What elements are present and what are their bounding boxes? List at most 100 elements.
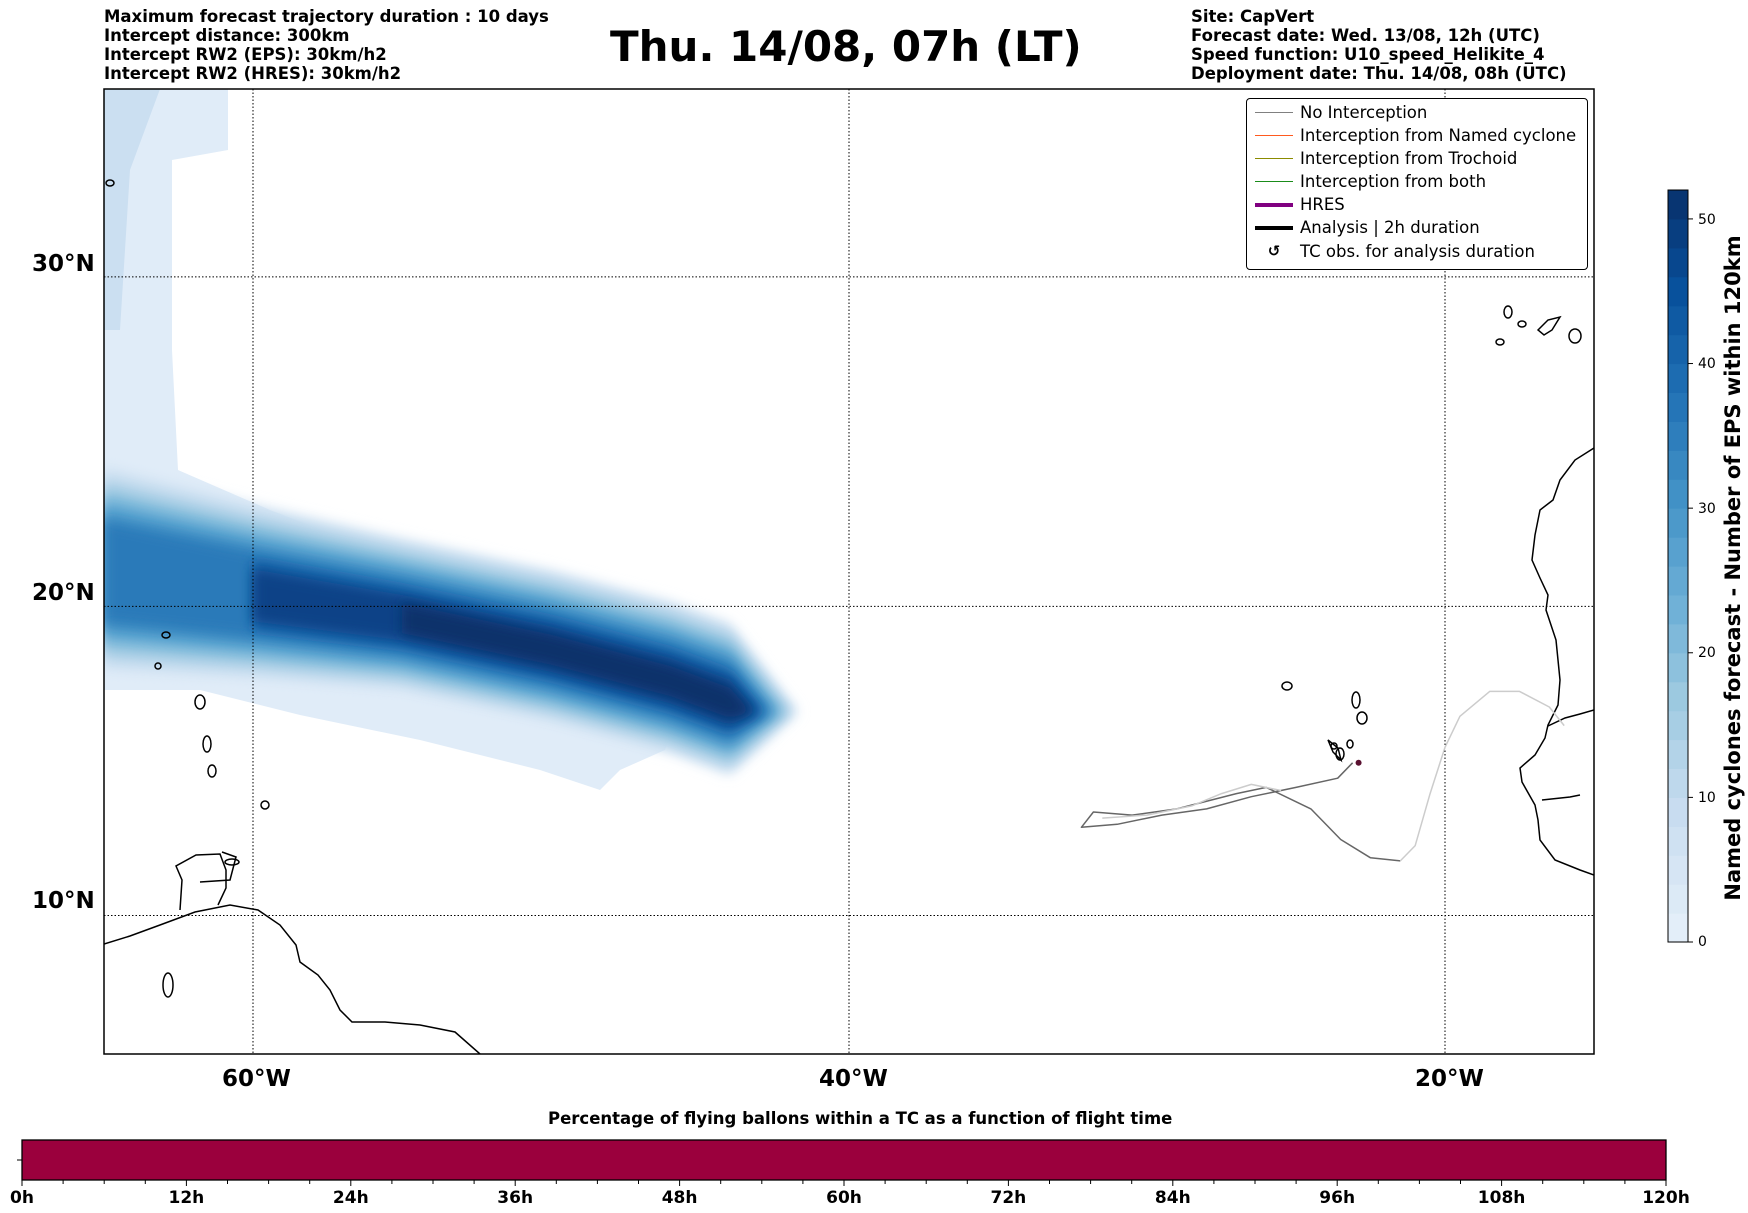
legend-label: Interception from Named cyclone	[1300, 126, 1577, 145]
forecast-date-text: Forecast date: Wed. 13/08, 12h (UTC)	[1191, 26, 1540, 45]
island	[1495, 338, 1505, 346]
island	[224, 858, 240, 866]
colorbar-segment	[1668, 623, 1688, 654]
trajectory-line	[1102, 783, 1282, 819]
colorbar-segment	[1668, 305, 1688, 336]
bar-tick-label: 0h	[10, 1188, 34, 1208]
map-frame	[103, 88, 1595, 1055]
cyclone-icon: ↺	[1267, 242, 1281, 260]
colorbar-frame	[1667, 189, 1689, 943]
colorbar-segment	[1668, 681, 1688, 712]
colorbar-segment	[1668, 826, 1688, 856]
legend-label: Interception from Trochoid	[1300, 149, 1518, 168]
trajectory-line	[1399, 690, 1565, 862]
legend-item-both: Interception from both	[1247, 170, 1587, 193]
bar-tick-label: 108h	[1477, 1188, 1526, 1208]
coastline-segment	[175, 853, 227, 911]
colorbar-segment	[1668, 190, 1688, 220]
legend-label: Interception from both	[1300, 172, 1487, 191]
colorbar-tick-label: 40	[1698, 356, 1716, 372]
colorbar-segment	[1668, 247, 1688, 278]
density-level-north	[104, 89, 160, 330]
legend-swatch-black-line	[1255, 226, 1293, 230]
lat-label-30n: 30°N	[32, 251, 95, 277]
colorbar-segment	[1668, 421, 1688, 451]
colorbar-tick-label: 30	[1698, 501, 1716, 517]
site-marker	[1355, 759, 1362, 766]
colorbar-segment	[1668, 652, 1688, 683]
colorbar-segment	[1668, 363, 1688, 393]
speed-function-text: Speed function: U10_speed_Helikite_4	[1191, 45, 1545, 64]
island	[154, 662, 162, 670]
colorbar-segment	[1668, 450, 1688, 480]
colorbar-segment	[1668, 392, 1688, 422]
coastline-segment	[1541, 794, 1581, 801]
coastline-segment	[104, 904, 481, 1054]
bar-tick-label: 24h	[332, 1188, 369, 1208]
deployment-date-text: Deployment date: Thu. 14/08, 08h (UTC)	[1191, 64, 1567, 83]
island	[1517, 320, 1527, 328]
island	[207, 764, 217, 778]
colorbar-segment	[1668, 855, 1688, 885]
colorbar-tick-label: 10	[1698, 790, 1716, 806]
legend-swatch-gray-line	[1255, 112, 1293, 113]
trajectory-line	[1080, 762, 1401, 862]
island-tenerife	[1536, 315, 1562, 336]
legend-swatch-olive-line	[1255, 158, 1293, 159]
colorbar-segment	[1668, 218, 1688, 249]
bar-segment	[22, 1140, 1666, 1180]
island	[162, 972, 174, 998]
legend-label: HRES	[1300, 195, 1345, 214]
island	[1568, 328, 1582, 344]
max-duration-text: Maximum forecast trajectory duration : 1…	[104, 7, 549, 26]
island	[1281, 681, 1293, 691]
coastline-segment	[1519, 447, 1594, 876]
bar-tick-label: 120h	[1642, 1188, 1690, 1208]
bar-tick-label: 60h	[826, 1188, 862, 1208]
colorbar-tick-label: 0	[1698, 934, 1707, 950]
island	[161, 631, 171, 639]
legend-item-trochoid: Interception from Trochoid	[1247, 147, 1587, 170]
legend-item-named-cyclone: Interception from Named cyclone	[1247, 124, 1587, 147]
legend-item-tc-obs: ↺ TC obs. for analysis duration	[1247, 240, 1587, 263]
coastline-segment	[199, 851, 237, 883]
bar-tick-label: 72h	[990, 1188, 1027, 1208]
bar-tick-label: 12h	[168, 1188, 205, 1208]
legend-swatch-purple-line	[1255, 203, 1293, 207]
colorbar	[1667, 189, 1693, 943]
map-area	[104, 89, 1594, 1054]
intercept-rw2-hres-text: Intercept RW2 (HRES): 30km/h2	[104, 64, 402, 83]
colorbar-segment	[1668, 508, 1688, 538]
trajectories	[1080, 690, 1565, 862]
colorbar-segment	[1668, 913, 1688, 943]
colorbar-segment	[1668, 594, 1688, 625]
island	[194, 694, 206, 710]
legend: No Interception Interception from Named …	[1246, 98, 1588, 270]
legend-label: Analysis | 2h duration	[1300, 218, 1480, 237]
colorbar-segment	[1668, 537, 1688, 567]
bar-tick-label: 84h	[1154, 1188, 1191, 1208]
colorbar-segment	[1668, 276, 1688, 307]
island	[1356, 711, 1368, 725]
bar-tick-label: 48h	[661, 1188, 698, 1208]
bar-tick-label: 96h	[1319, 1188, 1356, 1208]
legend-item-hres: HRES	[1247, 193, 1587, 216]
coastline-segment	[1547, 709, 1594, 727]
island	[105, 179, 115, 187]
lon-label-20w: 20°W	[1415, 1066, 1484, 1092]
colorbar-label: Named cyclones forecast - Number of EPS …	[1721, 235, 1745, 901]
island	[1351, 691, 1361, 709]
bar-chart-title: Percentage of flying ballons within a TC…	[548, 1109, 1173, 1128]
island-santiago	[1327, 739, 1343, 763]
colorbar-segment	[1668, 768, 1688, 798]
lat-label-20n: 20°N	[32, 580, 95, 606]
colorbar-segment	[1668, 884, 1688, 914]
legend-swatch-green-line	[1255, 181, 1293, 182]
chart-title: Thu. 14/08, 07h (LT)	[610, 22, 1082, 71]
flight-time-bar	[17, 1139, 1667, 1186]
intercept-distance-text: Intercept distance: 300km	[104, 26, 350, 45]
lat-label-10n: 10°N	[32, 888, 95, 914]
density-level-52	[402, 602, 752, 719]
header-right-info: Site: CapVert Forecast date: Wed. 13/08,…	[1191, 7, 1567, 83]
